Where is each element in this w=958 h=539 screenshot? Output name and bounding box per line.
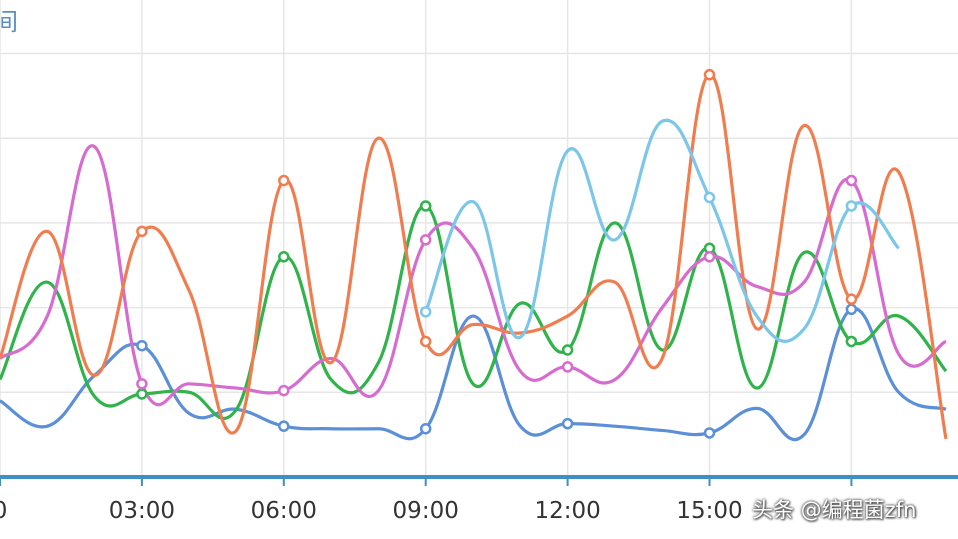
series-1-point[interactable]	[278, 420, 290, 432]
series-1-point[interactable]	[136, 339, 148, 352]
series-1-point[interactable]	[703, 427, 716, 439]
series-3-point[interactable]	[561, 361, 574, 373]
series-2-point[interactable]	[136, 388, 148, 400]
series-line-1	[0, 307, 947, 442]
series-2-point[interactable]	[278, 251, 290, 263]
x-tick-label: 09:00	[393, 498, 459, 524]
series-group	[0, 68, 948, 442]
series-3-point[interactable]	[703, 251, 716, 263]
series-2-point[interactable]	[561, 344, 574, 356]
series-4-point[interactable]	[419, 335, 432, 348]
series-3-point[interactable]	[845, 174, 858, 187]
series-3-point[interactable]	[419, 234, 432, 246]
series-2-point[interactable]	[845, 335, 858, 348]
grid-lines	[0, 0, 958, 477]
x-tick-label: 03:00	[109, 498, 175, 524]
series-3-point[interactable]	[278, 384, 290, 397]
series-4-point[interactable]	[278, 174, 290, 187]
series-2-point[interactable]	[419, 200, 432, 212]
series-line-3	[0, 144, 947, 407]
series-3-point[interactable]	[136, 378, 148, 390]
x-tick-label: 06:00	[251, 498, 317, 524]
watermark-text: 头条 @编程菌zfn	[752, 498, 917, 522]
series-4-point[interactable]	[703, 68, 716, 81]
series-line-5	[424, 118, 900, 343]
series-1-point[interactable]	[561, 417, 574, 430]
series-5-point[interactable]	[419, 306, 432, 318]
series-1-point[interactable]	[845, 303, 858, 316]
chart-title-fragment: 间	[0, 8, 18, 36]
series-1-point[interactable]	[419, 422, 432, 435]
x-tick-label: 15:00	[676, 498, 742, 524]
series-line-4	[0, 73, 948, 440]
series-5-point[interactable]	[845, 200, 858, 212]
series-4-point[interactable]	[845, 293, 858, 305]
series-5-point[interactable]	[703, 191, 716, 204]
x-tick-label: 0	[0, 498, 7, 524]
x-tick-label: 12:00	[534, 498, 600, 524]
series-4-point[interactable]	[136, 225, 148, 238]
